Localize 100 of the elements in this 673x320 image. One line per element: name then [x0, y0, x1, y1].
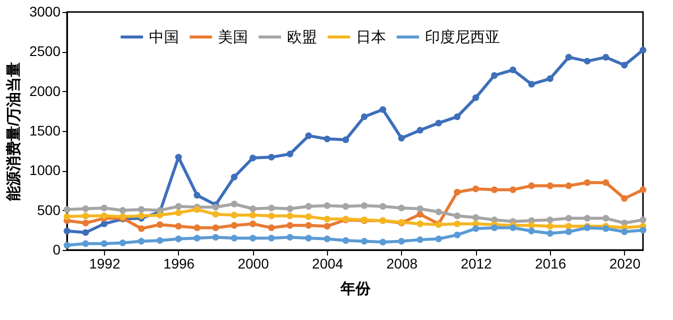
point: [360, 202, 368, 209]
point: [546, 182, 554, 190]
point: [565, 222, 572, 230]
point: [324, 202, 330, 209]
point: [491, 224, 498, 232]
point: [212, 210, 219, 218]
point: [64, 213, 70, 220]
y-tick-label: 1000: [29, 162, 61, 178]
point: [454, 220, 461, 228]
legend-label: 日本: [356, 29, 386, 46]
point: [602, 214, 610, 222]
point: [175, 236, 182, 242]
point: [64, 228, 70, 234]
point: [268, 224, 275, 232]
x-tick-label: 2016: [535, 256, 566, 272]
point: [249, 220, 256, 228]
point: [472, 94, 480, 102]
point: [435, 208, 442, 216]
point: [119, 240, 126, 246]
y-tick-label: 3000: [29, 4, 61, 20]
x-tick-label: 1996: [163, 256, 195, 272]
point: [640, 186, 646, 194]
point: [138, 206, 145, 213]
legend-label: 欧盟: [286, 29, 317, 46]
point: [249, 154, 256, 162]
point: [324, 216, 330, 222]
point: [305, 234, 312, 242]
point: [194, 234, 200, 242]
point: [64, 206, 70, 213]
point: [416, 220, 424, 228]
y-axis-title: 能源消费量/万油当量: [5, 62, 22, 202]
point: [230, 222, 238, 229]
point: [212, 234, 219, 241]
point: [305, 203, 312, 210]
point: [528, 228, 535, 234]
point: [472, 214, 480, 221]
point: [119, 206, 126, 214]
x-tick-label: 2020: [609, 256, 641, 272]
point: [249, 234, 256, 242]
point: [230, 212, 238, 218]
point: [286, 150, 294, 158]
point: [138, 212, 145, 220]
point: [286, 222, 294, 229]
point: [416, 236, 424, 244]
point: [565, 214, 572, 222]
x-tick-label: 2012: [460, 256, 492, 272]
point: [138, 238, 145, 245]
point: [100, 204, 108, 212]
point: [230, 234, 238, 242]
point: [528, 80, 535, 88]
point: [472, 186, 480, 192]
point: [286, 205, 294, 212]
point: [510, 224, 516, 232]
point: [82, 240, 89, 247]
point: [305, 222, 312, 229]
point: [640, 46, 646, 54]
point: [249, 212, 256, 218]
point: [324, 236, 330, 242]
y-tick-label: 500: [37, 202, 61, 218]
point: [398, 134, 405, 142]
point: [156, 212, 164, 218]
legend-label: 印度尼西亚: [424, 29, 500, 46]
point: [342, 136, 350, 144]
point: [510, 186, 516, 194]
point: [324, 136, 330, 142]
point: [82, 212, 89, 220]
point: [565, 54, 572, 61]
y-tick-label: 0: [52, 242, 61, 258]
point: [100, 212, 108, 220]
point: [286, 234, 294, 241]
point: [621, 228, 628, 236]
point: [546, 216, 554, 224]
point: [528, 182, 535, 190]
point: [82, 220, 89, 226]
point: [268, 212, 275, 220]
point: [212, 204, 219, 211]
x-tick-label: 2000: [238, 256, 270, 272]
point: [416, 205, 424, 212]
legend-label: 中国: [148, 29, 179, 46]
point: [602, 225, 610, 232]
point: [454, 113, 461, 120]
y-tick-label: 2000: [29, 82, 61, 99]
point: [268, 234, 275, 242]
point: [380, 106, 386, 113]
point: [212, 224, 219, 232]
point: [454, 188, 461, 196]
point: [194, 206, 200, 213]
point: [138, 225, 145, 232]
y-tick-label: 1500: [29, 122, 61, 138]
point: [100, 220, 108, 228]
point: [156, 237, 164, 244]
point: [584, 179, 591, 186]
point: [380, 203, 386, 210]
point: [584, 58, 591, 65]
point: [194, 224, 200, 232]
point: [175, 209, 182, 216]
point: [342, 203, 350, 210]
point: [491, 72, 498, 79]
x-tick-label: 2008: [386, 256, 418, 272]
point: [565, 228, 572, 236]
